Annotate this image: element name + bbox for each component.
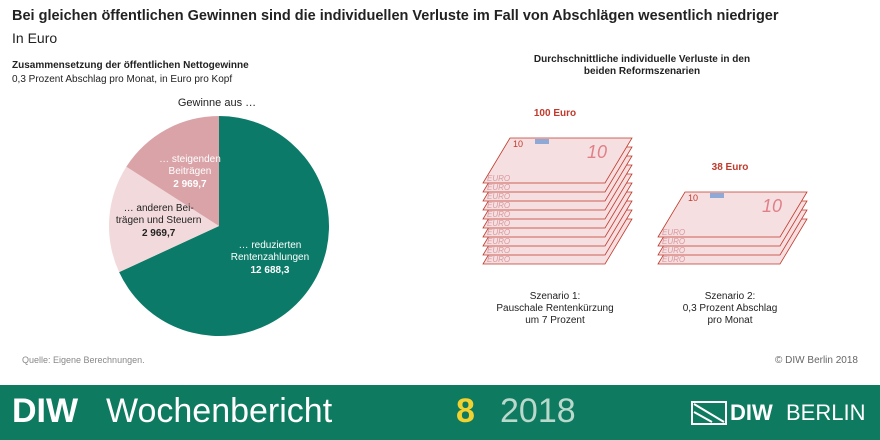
note-currency: EURO xyxy=(487,210,510,219)
pie-slice xyxy=(126,116,219,226)
note-denomination: 10 xyxy=(587,142,607,162)
footer-band xyxy=(0,385,880,440)
note-currency: EURO xyxy=(487,192,510,201)
banknote xyxy=(657,191,808,238)
note-strip xyxy=(535,139,549,144)
subtitle: In Euro xyxy=(12,30,58,46)
note-denomination: 10 xyxy=(513,139,523,149)
category-label: Szenario 1: Pauschale Rentenkürzung um 7… xyxy=(496,291,614,326)
note-currency: EURO xyxy=(662,246,685,255)
note-currency: EURO xyxy=(487,201,510,210)
pie-title: Zusammensetzung der öffentlichen Nettoge… xyxy=(12,60,249,71)
slice-value: 12 688,3 xyxy=(250,264,290,276)
slice-label: … reduzierten Rentenzahlungen xyxy=(230,239,310,263)
brand: DIW xyxy=(12,392,79,430)
category-label: Szenario 2: 0,3 Prozent Abschlag pro Mon… xyxy=(682,291,778,326)
banknote xyxy=(482,137,633,184)
slice-label: … steigenden Beiträgen xyxy=(159,153,221,177)
note-currency: EURO xyxy=(662,228,685,237)
note-strip xyxy=(710,193,724,198)
slice-value: 2 969,7 xyxy=(141,227,176,239)
note-currency: EURO xyxy=(487,237,510,246)
note-currency: EURO xyxy=(662,255,685,264)
note-currency: EURO xyxy=(487,183,510,192)
title: Bei gleichen öffentlichen Gewinnen sind … xyxy=(12,8,779,24)
note-stack: EUROEUROEUROEUROEUROEUROEUROEUROEUROEURO… xyxy=(482,137,633,265)
pie-annotation: Gewinne aus … xyxy=(177,97,257,109)
year: 2018 xyxy=(500,392,576,430)
slice-label: … anderen Bei- trägen und Steuern xyxy=(115,202,202,226)
copyright: © DIW Berlin 2018 xyxy=(775,355,858,366)
logo-box xyxy=(691,401,727,425)
note-currency: EURO xyxy=(487,255,510,264)
logo-brand: DIW xyxy=(730,400,773,425)
pie-slice xyxy=(119,116,329,336)
logo-city: BERLIN xyxy=(786,400,866,425)
value-label: 100 Euro xyxy=(533,108,577,119)
issue: 8 xyxy=(456,392,475,430)
note-currency: EURO xyxy=(487,219,510,228)
note-currency: EURO xyxy=(487,174,510,183)
note-currency: EURO xyxy=(487,246,510,255)
note-denomination: 10 xyxy=(762,196,782,216)
note-currency: EURO xyxy=(662,237,685,246)
note-currency: EURO xyxy=(487,228,510,237)
publication: Wochenbericht xyxy=(106,392,333,430)
pie-subtitle: 0,3 Prozent Abschlag pro Monat, in Euro … xyxy=(12,74,233,85)
source: Quelle: Eigene Berechnungen. xyxy=(22,355,145,365)
note-denomination: 10 xyxy=(688,193,698,203)
logo-mark xyxy=(693,403,725,423)
value-label: 38 Euro xyxy=(711,162,749,173)
pictogram-title: Durchschnittliche individuelle Verluste … xyxy=(533,54,751,77)
slice-value: 2 969,7 xyxy=(173,178,207,190)
pie-slice xyxy=(109,166,219,273)
